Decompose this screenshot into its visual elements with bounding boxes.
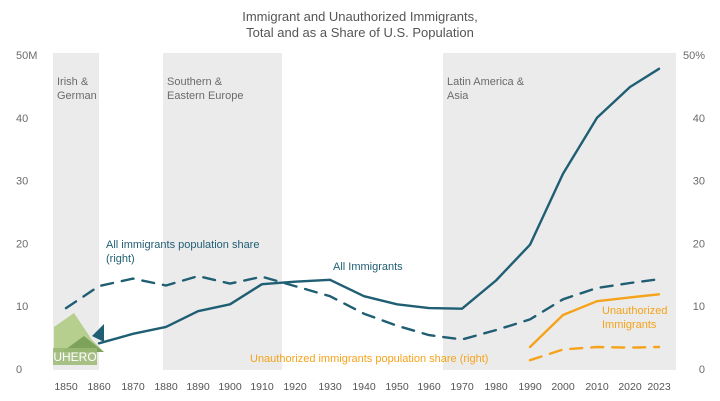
- x-tick-label: 1950: [385, 381, 409, 393]
- label-all-share-line2: (right): [106, 253, 135, 265]
- era-label: Southern &: [167, 76, 223, 88]
- x-tick-label: 2010: [585, 381, 609, 393]
- chart-subtitle: Total and as a Share of U.S. Population: [246, 25, 474, 40]
- x-tick-label: 1930: [318, 381, 342, 393]
- x-tick-label: 1900: [218, 381, 242, 393]
- y-right-tick-label: 40: [693, 113, 705, 125]
- y-left-tick-label: 10: [16, 301, 28, 313]
- y-right-tick-label: 30: [693, 176, 705, 188]
- label-unauth-line1: Unauthorized: [602, 305, 667, 317]
- label-all-share-line1: All immigrants population share: [106, 239, 259, 251]
- x-tick-label: 2023: [647, 381, 671, 393]
- era-label: Eastern Europe: [167, 90, 243, 102]
- x-tick-label: 1990: [518, 381, 542, 393]
- series-line: [528, 293, 661, 349]
- x-tick-label: 2000: [551, 381, 575, 393]
- y-right-tick-label: 0: [699, 364, 705, 376]
- chart-title: Immigrant and Unauthorized Immigrants,: [242, 9, 478, 24]
- x-tick-label: 1960: [417, 381, 441, 393]
- uhero-logo: UHERO: [53, 313, 104, 365]
- x-ticks: 1850 1860 1870 1880 1890 1900 1910 1920 1930 1940…: [54, 381, 671, 393]
- y-right-tick-label: 10: [693, 301, 705, 313]
- label-unauth-line2: Immigrants: [602, 319, 657, 331]
- x-tick-label: 1870: [121, 381, 145, 393]
- x-tick-label: 1860: [87, 381, 111, 393]
- x-tick-label: 1850: [54, 381, 78, 393]
- series-labels: All immigrants population share (right) …: [106, 239, 667, 365]
- series-lines: [64, 67, 661, 362]
- era-labels: Irish & German Southern & Eastern Europe Lat…: [57, 76, 525, 102]
- y-right-tick-label: 50%: [683, 50, 705, 62]
- y-right-ticks: 0 10 20 30 40 50%: [683, 50, 705, 376]
- era-band: [163, 53, 282, 370]
- era-label: Irish &: [57, 76, 89, 88]
- logo-text: UHERO: [53, 350, 96, 364]
- y-left-tick-label: 40: [16, 113, 28, 125]
- y-right-tick-label: 20: [693, 238, 705, 250]
- series-line: [64, 274, 661, 341]
- label-unauth-share: Unauthorized immigrants population share…: [250, 353, 488, 365]
- x-tick-label: 1980: [484, 381, 508, 393]
- logo-band: [53, 348, 97, 365]
- series-line: [97, 67, 661, 345]
- y-left-tick-label: 0: [16, 364, 22, 376]
- x-tick-label: 1890: [186, 381, 210, 393]
- x-tick-label: 2020: [618, 381, 642, 393]
- x-tick-label: 1910: [250, 381, 274, 393]
- x-tick-label: 1920: [283, 381, 307, 393]
- x-tick-label: 1970: [450, 381, 474, 393]
- logo-peak-teal: [92, 324, 104, 342]
- x-tick-label: 1880: [154, 381, 178, 393]
- x-tick-label: 1940: [352, 381, 376, 393]
- era-bands: [53, 53, 676, 370]
- y-left-tick-label: 50M: [16, 50, 37, 62]
- era-label: Asia: [447, 90, 469, 102]
- y-left-tick-label: 20: [16, 238, 28, 250]
- series-line: [528, 345, 661, 362]
- era-label: Latin America &: [447, 76, 525, 88]
- y-left-ticks: 0 10 20 30 40 50M: [16, 50, 37, 376]
- era-label: German: [57, 90, 97, 102]
- label-all-immigrants: All Immigrants: [333, 261, 403, 273]
- y-left-tick-label: 30: [16, 176, 28, 188]
